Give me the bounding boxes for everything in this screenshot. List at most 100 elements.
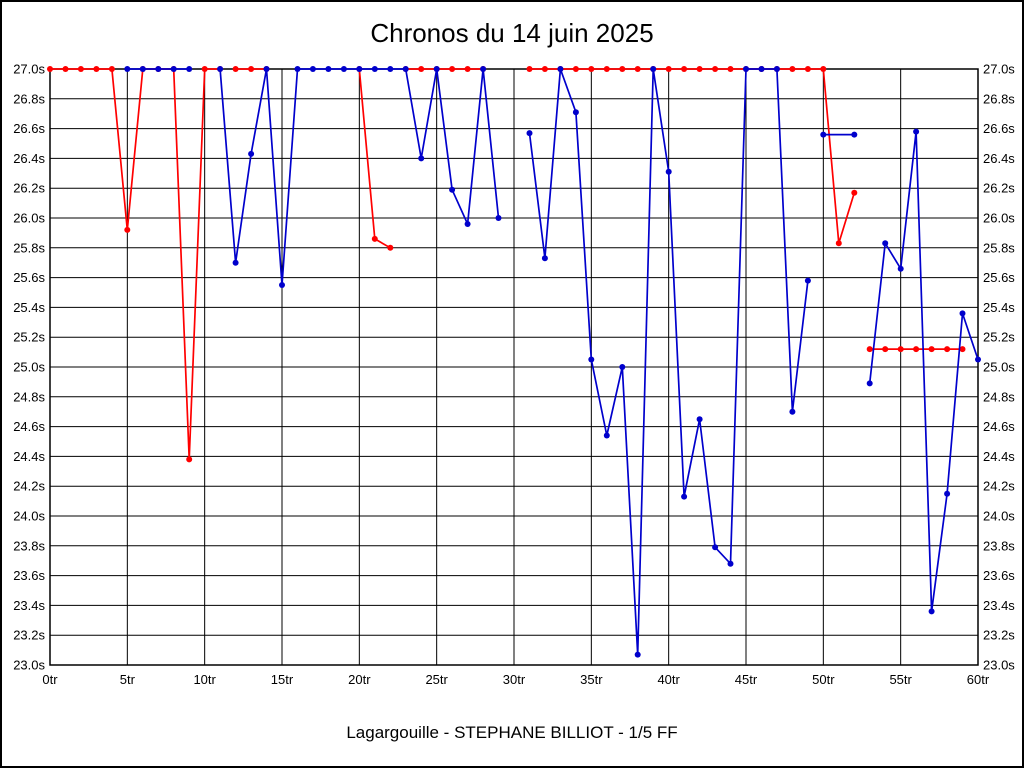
- y-axis-tick-label-left: 26.8s: [13, 91, 45, 106]
- x-axis-tick-label: 40tr: [657, 672, 680, 687]
- y-axis-tick-label-left: 26.0s: [13, 211, 45, 226]
- x-axis-tick-label: 20tr: [348, 672, 371, 687]
- y-axis-tick-label-right: 26.6s: [983, 121, 1015, 136]
- data-point-red: [913, 346, 920, 353]
- data-point-blue: [325, 66, 332, 72]
- data-point-blue: [789, 408, 796, 415]
- data-point-red: [464, 66, 471, 72]
- data-point-blue: [572, 109, 579, 116]
- y-axis-tick-label-left: 27.0s: [13, 62, 45, 77]
- data-point-red: [248, 66, 255, 72]
- y-axis-tick-label-left: 24.6s: [13, 419, 45, 434]
- data-point-blue: [634, 651, 641, 658]
- data-point-red: [634, 66, 641, 72]
- data-point-blue: [340, 66, 347, 72]
- series-line-red: [50, 68, 221, 460]
- data-point-red: [449, 66, 456, 72]
- data-point-red: [541, 66, 548, 72]
- data-point-blue: [773, 66, 780, 72]
- data-point-blue: [913, 128, 920, 135]
- data-point-red: [387, 244, 394, 251]
- y-axis-tick-label-right: 23.8s: [983, 538, 1015, 553]
- data-point-red: [789, 66, 796, 72]
- y-axis-tick-label-right: 24.6s: [983, 419, 1015, 434]
- data-point-blue: [418, 155, 425, 162]
- data-point-blue: [619, 364, 626, 370]
- data-point-red: [665, 66, 672, 72]
- x-axis-tick-label: 45tr: [735, 672, 758, 687]
- data-point-blue: [820, 131, 827, 138]
- y-axis-tick-label-right: 25.2s: [983, 330, 1015, 345]
- data-point-blue: [959, 310, 966, 317]
- data-point-red: [727, 66, 734, 72]
- data-point-blue: [975, 356, 981, 363]
- y-axis-tick-label-left: 23.8s: [13, 538, 45, 553]
- data-point-red: [526, 66, 533, 72]
- data-point-red: [93, 66, 100, 72]
- data-point-red: [866, 346, 873, 353]
- data-point-red: [124, 226, 131, 233]
- y-axis-tick-label-left: 25.8s: [13, 240, 45, 255]
- data-point-red: [186, 456, 193, 463]
- y-axis-tick-label-right: 25.4s: [983, 300, 1015, 315]
- data-point-red: [820, 66, 827, 72]
- data-point-blue: [294, 66, 301, 72]
- data-point-red: [944, 346, 951, 353]
- data-point-blue: [588, 356, 595, 363]
- y-axis-tick-label-left: 24.4s: [13, 449, 45, 464]
- data-point-red: [835, 240, 842, 247]
- y-axis-tick-label-right: 24.8s: [983, 389, 1015, 404]
- y-axis-tick-label-left: 24.0s: [13, 509, 45, 524]
- y-axis-tick-label-right: 26.8s: [983, 91, 1015, 106]
- y-axis-tick-label-right: 24.0s: [983, 509, 1015, 524]
- y-axis-tick-label-right: 26.4s: [983, 151, 1015, 166]
- y-axis-tick-label-right: 24.4s: [983, 449, 1015, 464]
- data-point-red: [418, 66, 425, 72]
- data-point-blue: [449, 186, 456, 193]
- data-point-blue: [263, 66, 270, 72]
- y-axis-tick-label-left: 23.4s: [13, 598, 45, 613]
- data-point-red: [882, 346, 889, 353]
- data-point-blue: [681, 493, 688, 500]
- data-point-blue: [541, 255, 548, 262]
- data-point-blue: [526, 130, 533, 137]
- data-point-red: [712, 66, 719, 72]
- y-axis-tick-label-right: 25.6s: [983, 270, 1015, 285]
- y-axis-tick-label-left: 24.8s: [13, 389, 45, 404]
- y-axis-tick-label-left: 26.4s: [13, 151, 45, 166]
- data-point-blue: [433, 66, 440, 72]
- data-point-blue: [851, 131, 858, 138]
- y-axis-tick-label-right: 26.0s: [983, 211, 1015, 226]
- y-axis-tick-label-right: 25.8s: [983, 240, 1015, 255]
- data-point-blue: [928, 608, 935, 615]
- data-point-red: [47, 66, 53, 72]
- y-axis-tick-label-right: 23.6s: [983, 568, 1015, 583]
- data-point-blue: [665, 168, 672, 175]
- data-point-red: [572, 66, 579, 72]
- data-point-blue: [170, 66, 177, 72]
- data-point-red: [603, 66, 610, 72]
- y-axis-tick-label-right: 24.2s: [983, 479, 1015, 494]
- data-point-red: [959, 346, 966, 353]
- data-point-blue: [557, 66, 564, 72]
- data-point-red: [851, 189, 858, 196]
- y-axis-tick-label-left: 25.2s: [13, 330, 45, 345]
- y-axis-tick-label-left: 25.0s: [13, 360, 45, 375]
- data-point-blue: [758, 66, 765, 72]
- data-point-red: [681, 66, 688, 72]
- data-point-blue: [743, 66, 749, 72]
- data-point-blue: [696, 416, 703, 423]
- data-point-blue: [944, 490, 951, 497]
- data-point-blue: [279, 282, 285, 288]
- data-point-red: [928, 346, 935, 353]
- data-point-blue: [155, 66, 162, 72]
- data-point-blue: [897, 265, 904, 272]
- data-point-blue: [603, 432, 610, 439]
- y-axis-tick-label-right: 23.4s: [983, 598, 1015, 613]
- data-point-blue: [727, 560, 734, 567]
- plot-border: [49, 68, 979, 666]
- series-line-blue: [868, 131, 979, 612]
- chart-title: Chronos du 14 juin 2025: [370, 18, 654, 48]
- y-axis-tick-label-left: 25.6s: [13, 270, 45, 285]
